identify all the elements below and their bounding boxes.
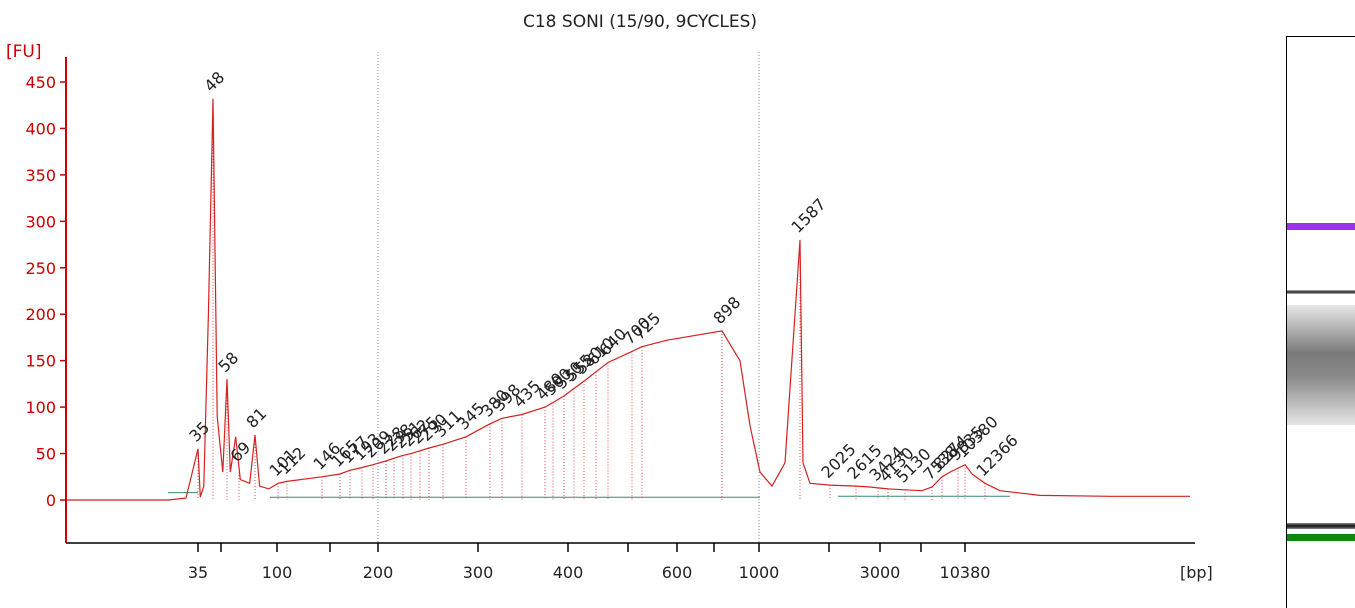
y-tick-label: 50	[36, 445, 56, 464]
x-tick-label: 3000	[860, 563, 901, 582]
y-axis-label: [FU]	[6, 42, 42, 62]
chart-title: C18 SONI (15/90, 9CYCLES)	[523, 12, 757, 32]
x-tick-label: 1000	[739, 563, 780, 582]
peak-droplines	[197, 98, 986, 500]
peak-label: 898	[709, 293, 744, 328]
x-tick-label: 200	[363, 563, 394, 582]
gel-band-lower	[1287, 523, 1355, 529]
peak-label: 35	[185, 418, 213, 446]
x-tick-label: 10380	[940, 563, 991, 582]
peak-label: 69	[226, 438, 254, 466]
y-tick-label: 350	[25, 166, 56, 185]
x-tick-label: 100	[262, 563, 293, 582]
trace	[66, 98, 1190, 501]
y-tick-label: 250	[25, 259, 56, 278]
y-tick-label: 0	[46, 491, 56, 510]
x-axis-ticks: 35 100 200 300 400 600 1000 3000 10380	[188, 543, 991, 582]
y-tick-label: 200	[25, 305, 56, 324]
axes	[65, 57, 1195, 544]
y-tick-label: 450	[25, 73, 56, 92]
y-tick-label: 400	[25, 119, 56, 138]
upper-marker-band	[1287, 223, 1355, 230]
x-tick-label: 400	[553, 563, 584, 582]
y-tick-label: 300	[25, 212, 56, 231]
trace-line	[66, 98, 1190, 501]
x-tick-label: 35	[188, 563, 208, 582]
peak-label: 58	[214, 348, 242, 376]
gel-image	[1286, 36, 1355, 608]
gel-smear	[1287, 305, 1355, 425]
electropherogram-chart: C18 SONI (15/90, 9CYCLES) [FU] [bp] 0 50 1…	[6, 12, 1213, 582]
gel-band-upper	[1287, 290, 1355, 294]
y-tick-label: 150	[25, 352, 56, 371]
y-axis-ticks: 0 50 100 150 200 250 300 350 400 450	[25, 73, 66, 510]
x-axis-label: [bp]	[1180, 563, 1213, 582]
gridlines	[377, 52, 760, 543]
lower-marker-band	[1287, 534, 1355, 541]
y-tick-label: 100	[25, 398, 56, 417]
x-tick-label: 600	[662, 563, 693, 582]
peak-label: 81	[242, 404, 270, 432]
peak-label: 1587	[787, 195, 829, 237]
peak-label: 48	[200, 68, 228, 96]
x-tick-label: 300	[463, 563, 494, 582]
baseline-segments	[168, 492, 1010, 498]
